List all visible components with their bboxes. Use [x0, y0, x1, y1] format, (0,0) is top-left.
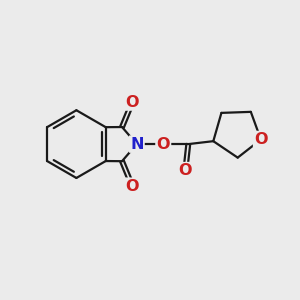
Text: O: O — [178, 163, 192, 178]
Text: O: O — [254, 132, 268, 147]
Text: O: O — [126, 179, 139, 194]
Text: O: O — [126, 94, 139, 110]
Text: O: O — [157, 136, 170, 152]
Text: N: N — [130, 136, 143, 152]
